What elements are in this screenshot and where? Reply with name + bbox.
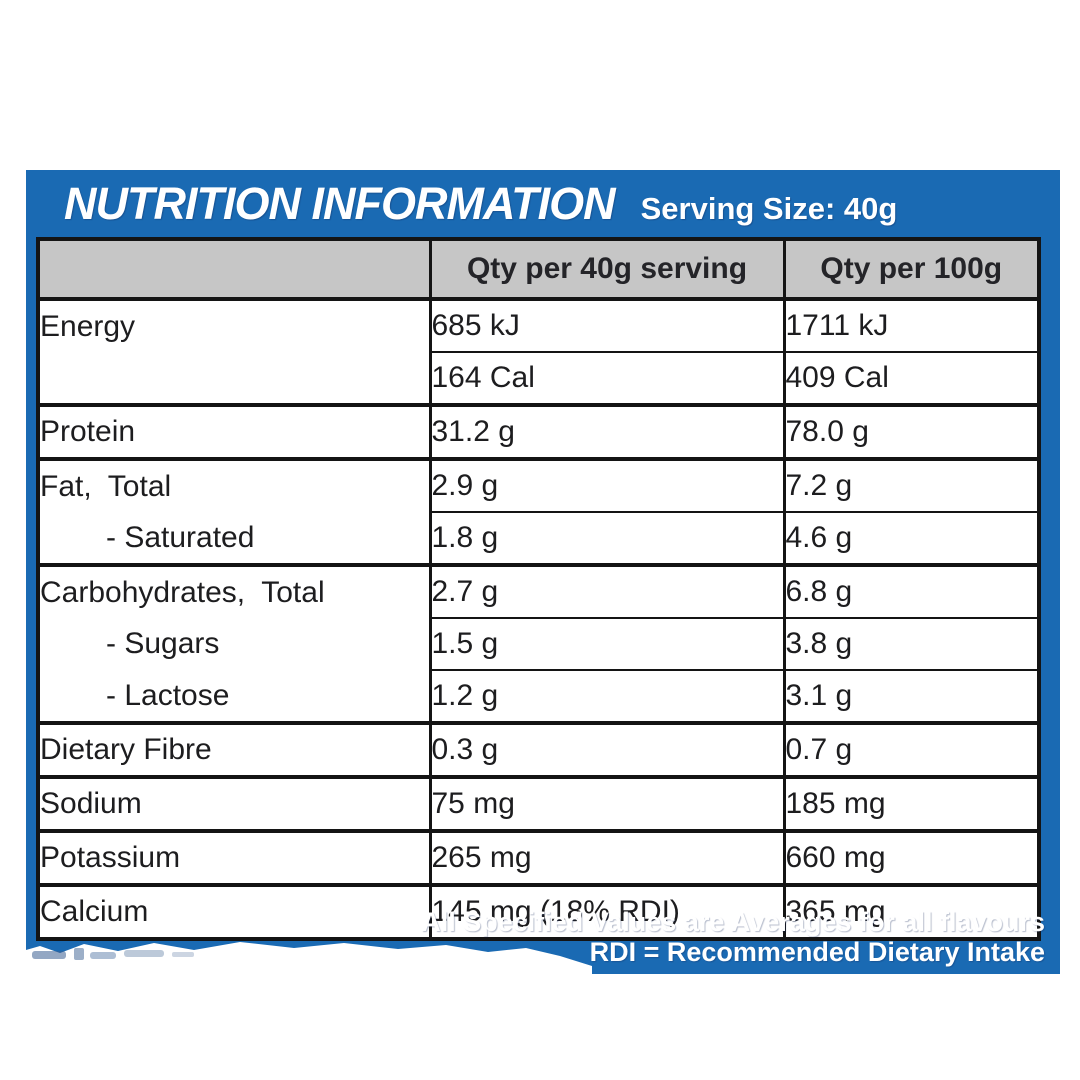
qty-100g-cell: 6.8 g bbox=[782, 563, 1039, 618]
table-header-row: Qty per 40g serving Qty per 100g bbox=[38, 239, 1039, 301]
qty-40g-cell: 685 kJ bbox=[428, 297, 784, 352]
table-row: Carbohydrates, Total 2.7 g 6.8 g bbox=[38, 563, 1039, 618]
qty-100g-cell: 365 mg bbox=[782, 883, 1039, 939]
table-row: - Lactose 1.2 g 3.1 g bbox=[38, 669, 1039, 723]
nutrient-label-cell: Energy bbox=[38, 297, 430, 352]
qty-40g-cell: 145 mg (18% RDI) bbox=[428, 883, 784, 939]
nutrient-label-cell: - Lactose bbox=[106, 678, 230, 712]
footnote-rdi: RDI = Recommended Dietary Intake bbox=[589, 937, 1045, 967]
panel-title: NUTRITION INFORMATION bbox=[64, 178, 616, 229]
nutrient-label-cell: Carbohydrates, Total bbox=[38, 563, 430, 618]
qty-100g-cell: 660 mg bbox=[782, 829, 1039, 885]
panel-header: NUTRITION INFORMATION Serving Size: 40g bbox=[64, 178, 1040, 234]
table-row: Dietary Fibre 0.3 g 0.7 g bbox=[38, 721, 1039, 777]
qty-100g-cell: 409 Cal bbox=[782, 351, 1039, 405]
qty-100g-cell: 4.6 g bbox=[782, 511, 1039, 565]
qty-100g-cell: 3.1 g bbox=[782, 669, 1039, 723]
table-row: Calcium 145 mg (18% RDI) 365 mg bbox=[38, 883, 1039, 939]
column-header-100g: Qty per 100g bbox=[782, 239, 1039, 301]
nutrient-label-cell: - Saturated bbox=[106, 520, 255, 554]
qty-100g-cell: 1711 kJ bbox=[782, 297, 1039, 352]
qty-100g-cell: 185 mg bbox=[782, 775, 1039, 831]
table-row: Energy 685 kJ 1711 kJ bbox=[38, 297, 1039, 352]
qty-100g-cell: 3.8 g bbox=[782, 617, 1039, 670]
nutrient-label-cell: Dietary Fibre bbox=[38, 721, 430, 777]
qty-40g-cell: 1.2 g bbox=[428, 669, 784, 723]
table-row: Potassium 265 mg 660 mg bbox=[38, 829, 1039, 885]
table-row: - Sugars 1.5 g 3.8 g bbox=[38, 617, 1039, 670]
nutrition-panel: NUTRITION INFORMATION Serving Size: 40g … bbox=[26, 170, 1060, 978]
table-row: Protein 31.2 g 78.0 g bbox=[38, 403, 1039, 459]
column-header-40g: Qty per 40g serving bbox=[428, 239, 784, 301]
qty-40g-cell: 2.9 g bbox=[428, 457, 784, 512]
nutrient-label-cell: Sodium bbox=[38, 775, 430, 831]
qty-100g-cell: 0.7 g bbox=[782, 721, 1039, 777]
qty-40g-cell: 265 mg bbox=[428, 829, 784, 885]
footnote-averages: All Specified Values are Averages for al… bbox=[421, 907, 1045, 937]
qty-100g-cell: 78.0 g bbox=[782, 403, 1039, 459]
table-row: 164 Cal 409 Cal bbox=[38, 351, 1039, 405]
nutrient-label-cell: Fat, Total bbox=[38, 457, 430, 512]
nutrition-table: Qty per 40g serving Qty per 100g Energy 6… bbox=[36, 237, 1041, 941]
table-row: Sodium 75 mg 185 mg bbox=[38, 775, 1039, 831]
corner-smudge bbox=[26, 942, 592, 978]
footnotes: All Specified Values are Averages for al… bbox=[421, 907, 1045, 967]
qty-40g-cell: 0.3 g bbox=[428, 721, 784, 777]
qty-40g-cell: 75 mg bbox=[428, 775, 784, 831]
qty-100g-cell: 7.2 g bbox=[782, 457, 1039, 512]
table-row: Fat, Total 2.9 g 7.2 g bbox=[38, 457, 1039, 512]
qty-40g-cell: 2.7 g bbox=[428, 563, 784, 618]
nutrient-label-cell bbox=[38, 352, 430, 405]
nutrient-label-cell: Calcium bbox=[38, 883, 430, 939]
serving-size: Serving Size: 40g bbox=[640, 191, 898, 226]
nutrient-label-cell: Potassium bbox=[38, 829, 430, 885]
qty-40g-cell: 1.8 g bbox=[428, 511, 784, 565]
qty-40g-cell: 1.5 g bbox=[428, 617, 784, 670]
nutrient-label-cell: - Sugars bbox=[106, 627, 220, 660]
column-header-blank bbox=[38, 239, 430, 301]
qty-40g-cell: 31.2 g bbox=[428, 403, 784, 459]
table-row: - Saturated 1.8 g 4.6 g bbox=[38, 511, 1039, 565]
nutrient-label-cell: Protein bbox=[38, 403, 430, 459]
qty-40g-cell: 164 Cal bbox=[428, 351, 784, 405]
